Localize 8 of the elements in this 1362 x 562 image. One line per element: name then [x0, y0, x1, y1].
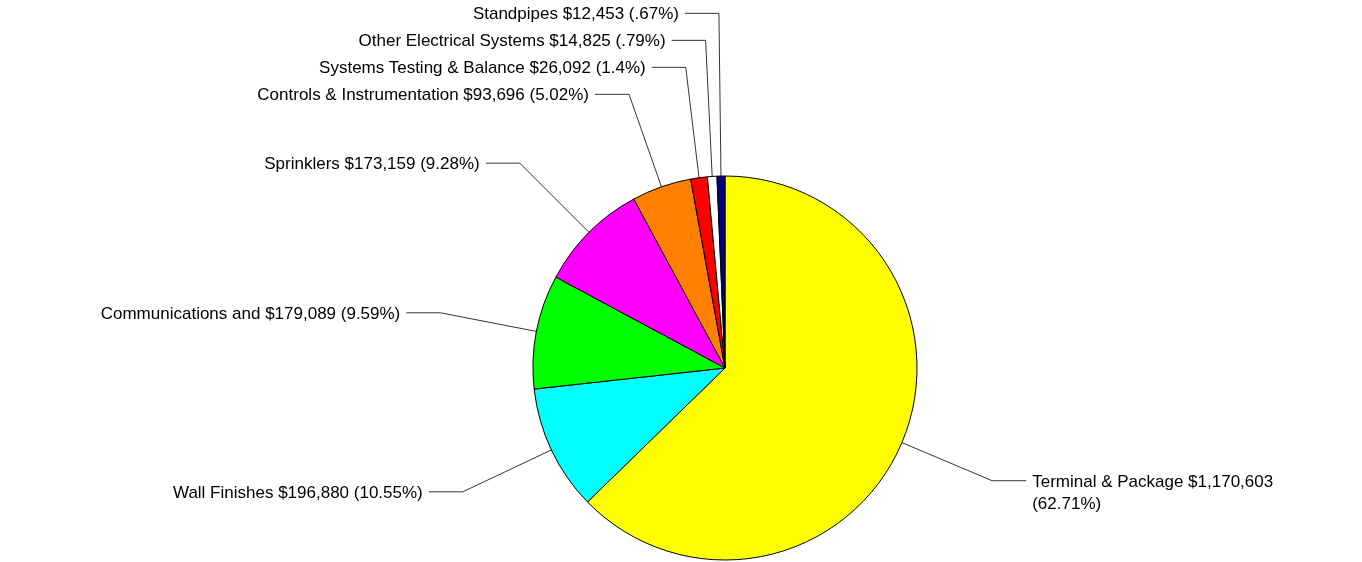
slice-label: Standpipes $12,453 (.67%) [472, 4, 679, 24]
slice-label: Controls & Instrumentation $93,696 (5.02%) [257, 85, 590, 105]
slice-label: Communications and $179,089 (9.59%) [100, 303, 401, 323]
slice-label: Systems Testing & Balance $26,092 (1.4%) [319, 58, 646, 78]
slice-label: Other Electrical Systems $14,825 (.79%) [358, 31, 666, 51]
slice-label: Sprinklers $173,159 (9.28%) [264, 154, 480, 174]
slice-label: Terminal & Package $1,170,603 (62.71%) [1032, 471, 1274, 513]
slice-label: Wall Finishes $196,880 (10.55%) [172, 482, 423, 502]
